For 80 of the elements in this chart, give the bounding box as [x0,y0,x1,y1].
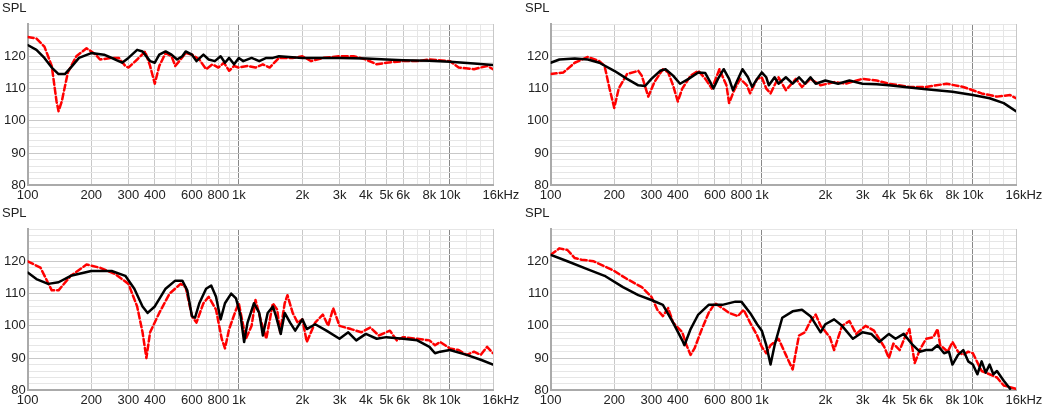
x-tick-label: 1k [754,186,770,202]
x-tick-label: 1k [231,186,247,202]
x-axis-title: Hz [1026,391,1043,407]
y-tick-label: 110 [527,285,549,301]
y-tick-label: 120 [3,47,26,63]
x-tick-label: 8k [945,391,960,407]
y-tick-label: 90 [534,144,549,160]
x-tick-label: 800 [730,391,753,407]
x-tick-label: 6k [919,186,934,202]
x-tick-label: 2k [818,186,833,202]
y-tick-label: 110 [527,80,549,96]
y-axis-title: SPL [2,205,27,221]
y-axis-title: SPL [525,0,550,16]
x-tick-label: 16k [1005,391,1027,407]
x-tick-label: 600 [181,391,203,407]
x-tick-label: 5k [379,391,394,407]
y-tick-label: 90 [534,349,549,365]
y-tick-label: 100 [3,112,26,128]
y-tick-label: 110 [4,285,26,301]
x-tick-label: 400 [143,391,166,407]
x-tick-label: 8k [945,186,960,202]
y-tick-label: 120 [3,252,26,268]
y-tick-label: 100 [3,317,26,333]
x-tick-label: 800 [730,186,753,202]
x-tick-label: 400 [666,391,689,407]
x-tick-label: 400 [143,186,166,202]
x-tick-label: 5k [379,186,394,202]
x-tick-label: 10k [439,186,461,202]
x-axis-title: Hz [1026,186,1043,202]
x-tick-label: 8k [422,391,437,407]
x-tick-label: 8k [422,186,437,202]
x-tick-label: 6k [396,391,411,407]
x-tick-label: 4k [359,391,374,407]
x-axis-title: Hz [503,391,520,407]
y-tick-label: 110 [4,80,26,96]
y-tick-label: 90 [11,144,26,160]
y-tick-label: 90 [11,349,26,365]
x-tick-label: 4k [882,391,897,407]
x-tick-label: 1k [754,391,770,407]
x-tick-label: 3k [332,186,347,202]
y-tick-label: 120 [526,252,549,268]
x-tick-label: 800 [207,391,230,407]
x-tick-label: 200 [80,391,103,407]
x-tick-label: 300 [640,391,663,407]
x-tick-label: 300 [117,391,140,407]
x-tick-label: 400 [666,186,689,202]
y-tick-label: 120 [526,47,549,63]
y-axis-title: SPL [2,0,27,16]
x-tick-label: 2k [295,391,310,407]
x-tick-label: 200 [603,391,626,407]
y-axis-title: SPL [525,205,550,221]
x-tick-label: 10k [962,186,984,202]
x-tick-label: 5k [902,186,917,202]
x-tick-label: 3k [855,186,870,202]
x-tick-label: 4k [882,186,897,202]
x-tick-label: 6k [396,186,411,202]
x-tick-label: 6k [919,391,934,407]
x-tick-label: 2k [295,186,310,202]
x-tick-label: 5k [902,391,917,407]
x-tick-label: 600 [704,391,726,407]
x-tick-label: 200 [603,186,626,202]
x-tick-label: 16k [482,186,504,202]
x-tick-label: 600 [704,186,726,202]
x-tick-label: 10k [439,391,461,407]
x-tick-label: 300 [640,186,663,202]
x-tick-label: 16k [482,391,504,407]
x-axis-title: Hz [503,186,520,202]
x-tick-label: 1k [231,391,247,407]
x-tick-label: 3k [332,391,347,407]
x-tick-label: 16k [1005,186,1027,202]
x-tick-label: 2k [818,391,833,407]
x-tick-label: 300 [117,186,140,202]
x-tick-label: 600 [181,186,203,202]
y-tick-label: 100 [526,112,549,128]
y-tick-label: 100 [526,317,549,333]
x-tick-label: 10k [962,391,984,407]
x-tick-label: 800 [207,186,230,202]
x-tick-label: 4k [359,186,374,202]
x-tick-label: 200 [80,186,103,202]
x-tick-label: 3k [855,391,870,407]
